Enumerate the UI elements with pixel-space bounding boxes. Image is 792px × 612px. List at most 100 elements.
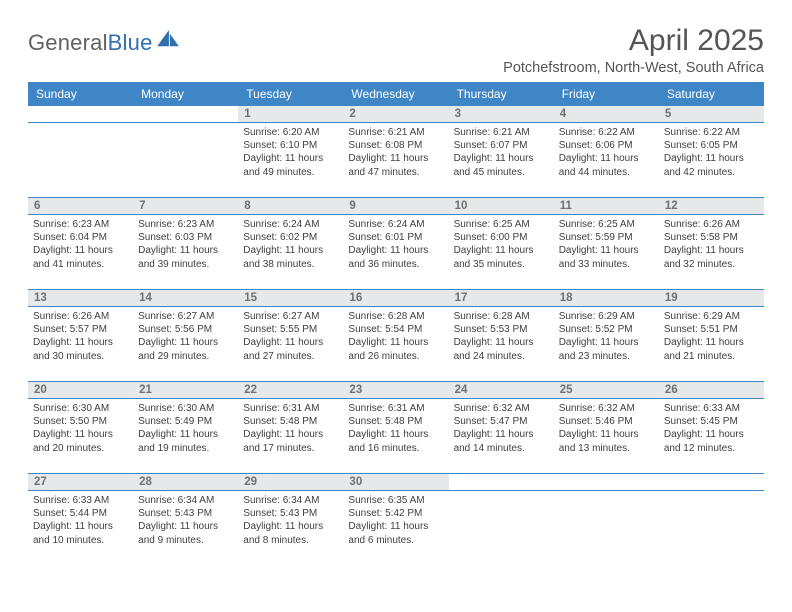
daynum-row: 20212223242526 [28, 382, 764, 399]
daylight-text: Daylight: 11 hours and 33 minutes. [559, 244, 654, 270]
day-number-cell [554, 474, 659, 490]
sunrise-text: Sunrise: 6:30 AM [33, 402, 128, 415]
sunset-text: Sunset: 5:48 PM [348, 415, 443, 428]
daylight-text: Daylight: 11 hours and 12 minutes. [664, 428, 759, 454]
sunset-text: Sunset: 6:04 PM [33, 231, 128, 244]
day-number-cell: 9 [343, 198, 448, 214]
sunrise-text: Sunrise: 6:25 AM [454, 218, 549, 231]
sunrise-text: Sunrise: 6:26 AM [664, 218, 759, 231]
day-number-cell: 23 [343, 382, 448, 398]
day-number-cell: 13 [28, 290, 133, 306]
day-cell: Sunrise: 6:35 AMSunset: 5:42 PMDaylight:… [343, 491, 448, 565]
sunrise-text: Sunrise: 6:24 AM [348, 218, 443, 231]
day-info: Sunrise: 6:27 AMSunset: 5:56 PMDaylight:… [138, 310, 233, 363]
daylight-text: Daylight: 11 hours and 13 minutes. [559, 428, 654, 454]
sunrise-text: Sunrise: 6:29 AM [559, 310, 654, 323]
day-number-cell [28, 106, 133, 122]
day-number-cell: 15 [238, 290, 343, 306]
day-info: Sunrise: 6:23 AMSunset: 6:04 PMDaylight:… [33, 218, 128, 271]
day-number-cell: 2 [343, 106, 448, 122]
sunrise-text: Sunrise: 6:28 AM [348, 310, 443, 323]
sunset-text: Sunset: 5:42 PM [348, 507, 443, 520]
sunrise-text: Sunrise: 6:31 AM [243, 402, 338, 415]
sunset-text: Sunset: 5:47 PM [454, 415, 549, 428]
weekday-header: Thursday [449, 82, 554, 106]
sunrise-text: Sunrise: 6:25 AM [559, 218, 654, 231]
daylight-text: Daylight: 11 hours and 27 minutes. [243, 336, 338, 362]
day-cell: Sunrise: 6:21 AMSunset: 6:08 PMDaylight:… [343, 123, 448, 197]
daynum-row: 13141516171819 [28, 290, 764, 307]
daynum-row: 6789101112 [28, 198, 764, 215]
sunrise-text: Sunrise: 6:22 AM [559, 126, 654, 139]
sunset-text: Sunset: 5:46 PM [559, 415, 654, 428]
day-number-cell [133, 106, 238, 122]
sunrise-text: Sunrise: 6:21 AM [348, 126, 443, 139]
daylight-text: Daylight: 11 hours and 30 minutes. [33, 336, 128, 362]
page-subtitle: Potchefstroom, North-West, South Africa [503, 60, 764, 76]
sunrise-text: Sunrise: 6:22 AM [664, 126, 759, 139]
day-cell: Sunrise: 6:28 AMSunset: 5:53 PMDaylight:… [449, 307, 554, 381]
daylight-text: Daylight: 11 hours and 19 minutes. [138, 428, 233, 454]
day-cell: Sunrise: 6:27 AMSunset: 5:56 PMDaylight:… [133, 307, 238, 381]
day-cell: Sunrise: 6:31 AMSunset: 5:48 PMDaylight:… [343, 399, 448, 473]
day-cell: Sunrise: 6:23 AMSunset: 6:03 PMDaylight:… [133, 215, 238, 289]
sunset-text: Sunset: 5:55 PM [243, 323, 338, 336]
day-info: Sunrise: 6:31 AMSunset: 5:48 PMDaylight:… [348, 402, 443, 455]
day-number-cell: 3 [449, 106, 554, 122]
daylight-text: Daylight: 11 hours and 24 minutes. [454, 336, 549, 362]
day-cell: Sunrise: 6:30 AMSunset: 5:49 PMDaylight:… [133, 399, 238, 473]
daynum-row: 12345 [28, 106, 764, 123]
sunset-text: Sunset: 5:56 PM [138, 323, 233, 336]
day-info: Sunrise: 6:29 AMSunset: 5:51 PMDaylight:… [664, 310, 759, 363]
sunset-text: Sunset: 5:57 PM [33, 323, 128, 336]
sunset-text: Sunset: 6:10 PM [243, 139, 338, 152]
day-info: Sunrise: 6:26 AMSunset: 5:57 PMDaylight:… [33, 310, 128, 363]
day-cell: Sunrise: 6:24 AMSunset: 6:01 PMDaylight:… [343, 215, 448, 289]
weekday-header: Friday [554, 82, 659, 106]
sunset-text: Sunset: 6:03 PM [138, 231, 233, 244]
day-number-cell: 1 [238, 106, 343, 122]
sunrise-text: Sunrise: 6:20 AM [243, 126, 338, 139]
day-cell: Sunrise: 6:26 AMSunset: 5:57 PMDaylight:… [28, 307, 133, 381]
day-info: Sunrise: 6:25 AMSunset: 5:59 PMDaylight:… [559, 218, 654, 271]
sunrise-text: Sunrise: 6:27 AM [243, 310, 338, 323]
sunset-text: Sunset: 6:07 PM [454, 139, 549, 152]
day-cell: Sunrise: 6:33 AMSunset: 5:44 PMDaylight:… [28, 491, 133, 565]
sunrise-text: Sunrise: 6:30 AM [138, 402, 233, 415]
sunset-text: Sunset: 5:43 PM [138, 507, 233, 520]
page-title: April 2025 [503, 24, 764, 58]
day-cell: Sunrise: 6:22 AMSunset: 6:06 PMDaylight:… [554, 123, 659, 197]
daylight-text: Daylight: 11 hours and 32 minutes. [664, 244, 759, 270]
day-info: Sunrise: 6:24 AMSunset: 6:02 PMDaylight:… [243, 218, 338, 271]
day-number-cell: 4 [554, 106, 659, 122]
day-number-cell: 27 [28, 474, 133, 490]
brand-word-1: General [28, 30, 108, 55]
sunrise-text: Sunrise: 6:26 AM [33, 310, 128, 323]
daylight-text: Daylight: 11 hours and 44 minutes. [559, 152, 654, 178]
sunset-text: Sunset: 5:51 PM [664, 323, 759, 336]
day-cell: Sunrise: 6:34 AMSunset: 5:43 PMDaylight:… [133, 491, 238, 565]
day-number-cell: 20 [28, 382, 133, 398]
sunset-text: Sunset: 6:08 PM [348, 139, 443, 152]
day-cell: Sunrise: 6:26 AMSunset: 5:58 PMDaylight:… [659, 215, 764, 289]
sunrise-text: Sunrise: 6:32 AM [454, 402, 549, 415]
sunrise-text: Sunrise: 6:23 AM [138, 218, 233, 231]
sunrise-text: Sunrise: 6:27 AM [138, 310, 233, 323]
sunset-text: Sunset: 6:02 PM [243, 231, 338, 244]
day-cell: Sunrise: 6:25 AMSunset: 5:59 PMDaylight:… [554, 215, 659, 289]
sunrise-text: Sunrise: 6:32 AM [559, 402, 654, 415]
sunset-text: Sunset: 6:00 PM [454, 231, 549, 244]
sail-icon [157, 30, 179, 48]
day-info: Sunrise: 6:29 AMSunset: 5:52 PMDaylight:… [559, 310, 654, 363]
day-cell: Sunrise: 6:34 AMSunset: 5:43 PMDaylight:… [238, 491, 343, 565]
day-number-cell: 5 [659, 106, 764, 122]
sunset-text: Sunset: 5:52 PM [559, 323, 654, 336]
day-cell [554, 491, 659, 565]
day-cell [28, 123, 133, 197]
day-number-cell: 26 [659, 382, 764, 398]
day-cell: Sunrise: 6:32 AMSunset: 5:46 PMDaylight:… [554, 399, 659, 473]
day-number-cell: 16 [343, 290, 448, 306]
day-number-cell: 24 [449, 382, 554, 398]
day-cell: Sunrise: 6:22 AMSunset: 6:05 PMDaylight:… [659, 123, 764, 197]
day-number-cell: 30 [343, 474, 448, 490]
